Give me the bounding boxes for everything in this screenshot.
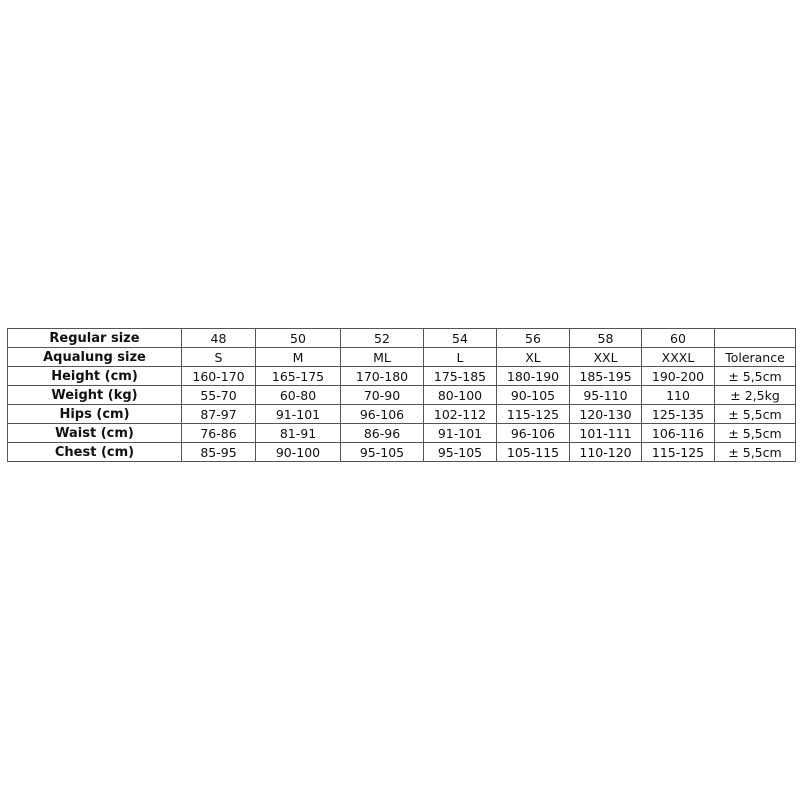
table-cell: 87-97	[181, 404, 256, 424]
table-cell: 160-170	[181, 366, 256, 386]
table-cell: 110-120	[569, 442, 642, 462]
table-cell: M	[255, 347, 341, 367]
table-cell: 165-175	[255, 366, 341, 386]
tolerance-cell: Tolerance	[714, 347, 796, 367]
table-cell: 95-110	[569, 385, 642, 405]
table-row: Waist (cm) 76-86 81-91 86-96 91-101 96-106 101…	[7, 423, 796, 443]
table-cell: 60-80	[255, 385, 341, 405]
tolerance-cell: ± 5,5cm	[714, 404, 796, 424]
row-label: Height (cm)	[7, 366, 182, 386]
table-cell: 50	[255, 328, 341, 348]
table-cell: 96-106	[496, 423, 570, 443]
table-cell: 90-105	[496, 385, 570, 405]
table-cell: 125-135	[641, 404, 715, 424]
table-row: Height (cm) 160-170 165-175 170-180 175-185 1…	[7, 366, 796, 386]
table-cell: 48	[181, 328, 256, 348]
table-cell: 90-100	[255, 442, 341, 462]
table-cell: 52	[340, 328, 424, 348]
table-cell: 85-95	[181, 442, 256, 462]
table-cell: 101-111	[569, 423, 642, 443]
table-cell: 190-200	[641, 366, 715, 386]
table-cell: 96-106	[340, 404, 424, 424]
table-cell: 115-125	[641, 442, 715, 462]
table-cell: 54	[423, 328, 497, 348]
tolerance-cell	[714, 328, 796, 348]
table-cell: 170-180	[340, 366, 424, 386]
table-cell: 95-105	[423, 442, 497, 462]
table-cell: 120-130	[569, 404, 642, 424]
size-chart-body: Regular size 48 50 52 54 56 58 60 Aqualung size S…	[7, 328, 796, 462]
table-cell: 106-116	[641, 423, 715, 443]
row-label: Weight (kg)	[7, 385, 182, 405]
table-cell: L	[423, 347, 497, 367]
row-label: Hips (cm)	[7, 404, 182, 424]
table-cell: 95-105	[340, 442, 424, 462]
table-cell: 56	[496, 328, 570, 348]
tolerance-cell: ± 5,5cm	[714, 442, 796, 462]
table-cell: 86-96	[340, 423, 424, 443]
table-cell: S	[181, 347, 256, 367]
table-row: Aqualung size S M ML L XL XXL XXXL Tolerance	[7, 347, 796, 367]
row-label: Aqualung size	[7, 347, 182, 367]
tolerance-cell: ± 5,5cm	[714, 366, 796, 386]
table-cell: 115-125	[496, 404, 570, 424]
table-cell: 58	[569, 328, 642, 348]
table-cell: 175-185	[423, 366, 497, 386]
size-chart-table: Regular size 48 50 52 54 56 58 60 Aqualung size S…	[7, 328, 796, 462]
table-cell: XL	[496, 347, 570, 367]
table-cell: 185-195	[569, 366, 642, 386]
table-cell: 110	[641, 385, 715, 405]
table-cell: 80-100	[423, 385, 497, 405]
tolerance-cell: ± 5,5cm	[714, 423, 796, 443]
table-row: Hips (cm) 87-97 91-101 96-106 102-112 115-125…	[7, 404, 796, 424]
table-cell: XXXL	[641, 347, 715, 367]
table-row: Weight (kg) 55-70 60-80 70-90 80-100 90-105 95…	[7, 385, 796, 405]
tolerance-cell: ± 2,5kg	[714, 385, 796, 405]
table-cell: 76-86	[181, 423, 256, 443]
table-cell: 60	[641, 328, 715, 348]
table-cell: 91-101	[423, 423, 497, 443]
row-label: Regular size	[7, 328, 182, 348]
table-cell: 105-115	[496, 442, 570, 462]
row-label: Waist (cm)	[7, 423, 182, 443]
table-cell: 180-190	[496, 366, 570, 386]
table-row: Chest (cm) 85-95 90-100 95-105 95-105 105-115…	[7, 442, 796, 462]
table-cell: 70-90	[340, 385, 424, 405]
table-cell: 81-91	[255, 423, 341, 443]
table-cell: 55-70	[181, 385, 256, 405]
table-cell: 91-101	[255, 404, 341, 424]
table-row: Regular size 48 50 52 54 56 58 60	[7, 328, 796, 348]
table-cell: 102-112	[423, 404, 497, 424]
table-cell: XXL	[569, 347, 642, 367]
table-cell: ML	[340, 347, 424, 367]
row-label: Chest (cm)	[7, 442, 182, 462]
